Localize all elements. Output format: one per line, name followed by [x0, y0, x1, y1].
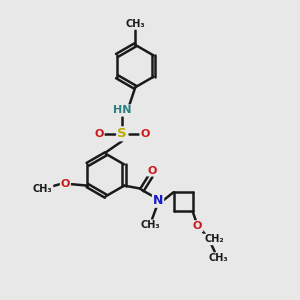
Text: S: S — [117, 127, 127, 140]
Text: CH₃: CH₃ — [125, 19, 145, 29]
Text: O: O — [148, 166, 157, 176]
Text: CH₃: CH₃ — [33, 184, 52, 194]
Text: O: O — [140, 129, 150, 139]
Text: N: N — [153, 194, 163, 207]
Text: O: O — [94, 129, 104, 139]
Text: HN: HN — [113, 105, 131, 115]
Text: CH₃: CH₃ — [208, 253, 228, 263]
Text: O: O — [193, 221, 202, 231]
Text: CH₂: CH₂ — [204, 234, 224, 244]
Text: O: O — [61, 179, 70, 189]
Text: CH₃: CH₃ — [141, 220, 161, 230]
